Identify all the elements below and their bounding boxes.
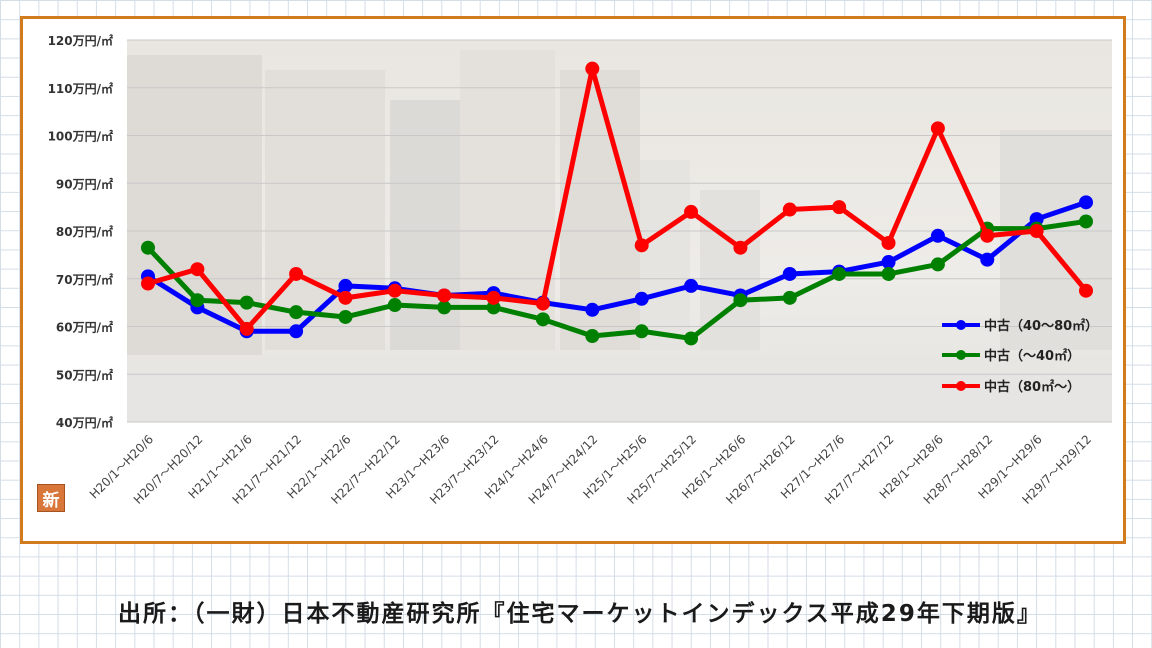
- legend-marker: [956, 381, 966, 391]
- data-point: [930, 228, 945, 243]
- y-tick-label: 80万円/㎡: [56, 224, 113, 239]
- data-point: [684, 204, 699, 219]
- y-tick-label: 100万円/㎡: [48, 129, 113, 144]
- data-point: [881, 266, 896, 281]
- data-point: [733, 240, 748, 255]
- data-point: [190, 262, 205, 277]
- data-point: [1079, 214, 1093, 229]
- data-point: [684, 331, 699, 346]
- series-line: [145, 199, 1089, 334]
- data-point: [239, 321, 254, 336]
- data-point: [1079, 195, 1093, 210]
- legend-marker: [956, 350, 966, 360]
- y-tick-label: 120万円/㎡: [48, 33, 113, 48]
- legend-label: 中古（40～80㎡）: [984, 318, 1098, 334]
- data-point: [338, 290, 353, 305]
- y-tick-label: 60万円/㎡: [56, 320, 113, 335]
- data-point: [535, 296, 550, 311]
- data-point: [930, 257, 945, 272]
- data-point: [289, 305, 304, 320]
- data-point: [782, 202, 797, 217]
- data-point: [733, 293, 748, 308]
- data-point: [980, 228, 995, 243]
- data-point: [338, 309, 353, 324]
- data-point: [387, 298, 402, 313]
- y-tick-label: 40万円/㎡: [56, 415, 113, 430]
- data-point: [141, 240, 155, 255]
- data-point: [585, 302, 600, 317]
- data-point: [634, 291, 649, 306]
- data-point: [387, 283, 402, 298]
- background-building-shape: [390, 100, 460, 350]
- data-point: [437, 288, 452, 303]
- data-point: [289, 266, 304, 281]
- data-point: [782, 266, 797, 281]
- y-tick-label: 90万円/㎡: [56, 176, 113, 191]
- data-point: [289, 324, 304, 339]
- source-note: 出所：（一財）日本不動産研究所『住宅マーケットインデックス平成29年下期版』: [118, 601, 1042, 627]
- background-building-shape: [640, 160, 690, 350]
- y-tick-label: 110万円/㎡: [48, 81, 113, 96]
- data-point: [141, 276, 155, 291]
- legend-marker: [956, 320, 966, 330]
- legend-label: 中古（～40㎡）: [984, 348, 1080, 364]
- data-point: [980, 252, 995, 267]
- series-line: [145, 218, 1089, 341]
- legend-label: 中古（80㎡～）: [984, 379, 1080, 395]
- data-point: [338, 278, 353, 293]
- y-tick-label: 70万円/㎡: [56, 272, 113, 287]
- data-point: [832, 200, 847, 215]
- data-point: [881, 255, 896, 270]
- data-point: [1029, 224, 1044, 238]
- data-point: [486, 290, 501, 305]
- data-point: [585, 61, 600, 76]
- y-tick-label: 50万円/㎡: [56, 367, 113, 382]
- series-line: [145, 66, 1089, 332]
- background-road-shape: [127, 372, 1112, 422]
- data-point: [684, 278, 699, 293]
- data-point: [190, 293, 205, 308]
- data-point: [782, 290, 797, 305]
- data-point: [1079, 283, 1093, 298]
- data-point: [634, 324, 649, 339]
- data-point: [832, 266, 847, 281]
- data-point: [634, 238, 649, 253]
- background-building-shape: [1000, 130, 1112, 350]
- data-point: [585, 329, 600, 344]
- new-badge-icon: 新: [37, 484, 65, 512]
- data-point: [881, 235, 896, 250]
- data-point: [535, 312, 550, 327]
- data-point: [437, 300, 452, 315]
- data-point: [239, 295, 254, 310]
- data-point: [930, 121, 945, 136]
